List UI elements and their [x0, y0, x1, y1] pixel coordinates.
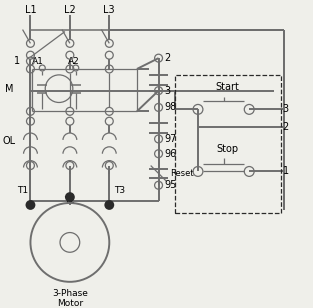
Bar [175, 75, 281, 213]
Circle shape [104, 200, 114, 210]
Text: L3: L3 [104, 5, 115, 15]
Text: Reset: Reset [170, 169, 194, 178]
Circle shape [65, 192, 75, 202]
Text: 3: 3 [283, 104, 289, 114]
Text: 97: 97 [164, 134, 177, 144]
Circle shape [26, 200, 35, 210]
Text: L1: L1 [25, 5, 36, 15]
Text: 1: 1 [283, 166, 289, 176]
Text: OL: OL [2, 136, 15, 146]
Text: 2: 2 [164, 53, 171, 63]
Text: 98: 98 [164, 102, 177, 112]
Text: T1: T1 [17, 186, 28, 195]
Text: 2: 2 [283, 122, 289, 132]
Text: 96: 96 [164, 149, 177, 159]
Text: L2: L2 [64, 5, 76, 15]
Text: 3-Phase: 3-Phase [52, 289, 88, 298]
Text: T3: T3 [114, 186, 125, 195]
Text: M: M [4, 84, 13, 94]
Text: A1: A1 [33, 57, 44, 66]
Text: Stop: Stop [217, 144, 239, 154]
Text: Start: Start [216, 82, 239, 92]
Text: A2: A2 [68, 57, 80, 66]
Text: 95: 95 [164, 180, 177, 190]
Text: 1: 1 [13, 56, 20, 66]
Text: 3: 3 [164, 86, 171, 96]
Text: T2: T2 [64, 196, 75, 205]
Text: Motor: Motor [57, 299, 83, 308]
